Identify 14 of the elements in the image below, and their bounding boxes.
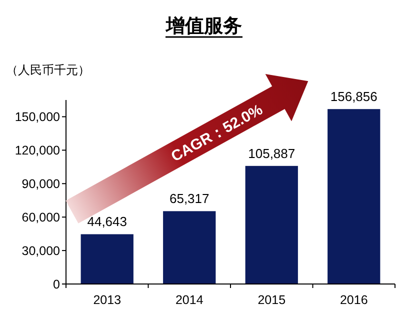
data-label: 156,856 — [330, 89, 378, 104]
y-tick-label: 60,000 — [22, 210, 60, 225]
y-tick-label: 30,000 — [22, 244, 60, 258]
y-tick-label: 120,000 — [14, 144, 60, 158]
x-tick-label: 2015 — [258, 293, 286, 307]
data-label: 105,887 — [248, 146, 296, 161]
y-tick-label: 0 — [53, 278, 60, 292]
title: 增值服务 — [166, 16, 242, 37]
y-tick-label: 90,000 — [22, 177, 60, 192]
x-tick-label: 2014 — [175, 293, 204, 307]
x-tick-label: 2016 — [340, 293, 368, 307]
data-label: 65,317 — [169, 191, 210, 206]
x-tick-label: 2013 — [93, 293, 122, 307]
y-tick-label: 150,000 — [14, 110, 60, 124]
